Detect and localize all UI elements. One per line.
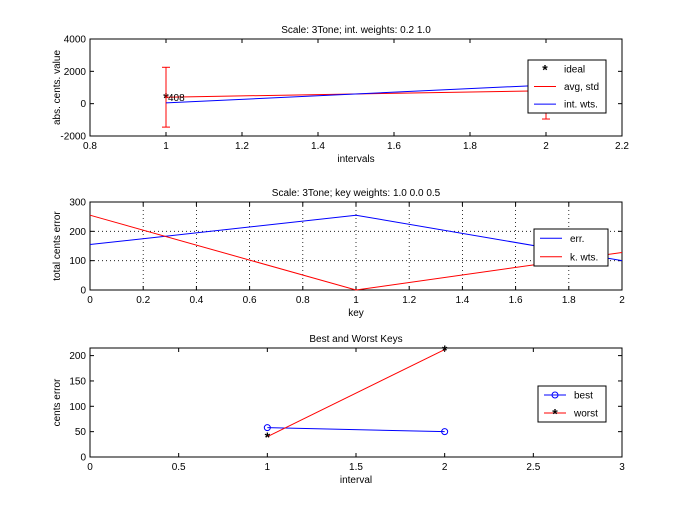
- legend-label: worst: [573, 409, 598, 420]
- x-tick-label: 1.4: [455, 295, 469, 306]
- legend-label: best: [574, 391, 593, 402]
- legend-item: err.: [540, 234, 584, 245]
- legend-item: avg, std: [534, 82, 599, 93]
- data-point: [263, 424, 271, 432]
- x-tick-label: 1.8: [463, 141, 477, 152]
- x-tick-label: 0.2: [136, 295, 150, 306]
- x-tick-label: 2: [543, 141, 549, 152]
- x-tick-label: 1.6: [509, 295, 523, 306]
- x-axis-label: interval: [340, 475, 372, 486]
- x-tick-label: 1: [163, 141, 169, 152]
- series-line: [89, 214, 623, 262]
- x-tick-label: 0.4: [189, 295, 203, 306]
- y-tick-label: -2000: [60, 132, 86, 143]
- data-point: *: [265, 429, 271, 445]
- series-worst: **: [265, 342, 448, 445]
- y-axis-label: cents error: [52, 378, 63, 426]
- data-point: [441, 428, 449, 436]
- legend-item: * ideal: [542, 61, 585, 77]
- x-tick-label: 1.2: [402, 295, 416, 306]
- chart-2: 0 0.2 0.4 0.6 0.8 1 1.2 1.4 1.6 1.8 2 0 100 200 300 Sca…: [52, 188, 625, 319]
- x-tick-label: 0.8: [83, 141, 97, 152]
- legend: best * worst: [537, 385, 607, 423]
- x-tick-label: 2: [442, 462, 448, 473]
- legend-marker: *: [552, 406, 558, 422]
- series-line: [165, 84, 547, 104]
- x-tick-label: 1.2: [235, 141, 249, 152]
- x-tick-label: 1.6: [387, 141, 401, 152]
- series-line: [89, 214, 623, 291]
- x-tick-label: 0: [87, 295, 93, 306]
- legend-box: [537, 385, 607, 423]
- series-int-wts-: [165, 84, 547, 104]
- x-tick-label: 0.6: [243, 295, 257, 306]
- legend-label: err.: [570, 234, 584, 245]
- x-tick-label: 1: [265, 462, 271, 473]
- y-tick-label: 0: [80, 99, 86, 110]
- x-tick-label: 0.5: [172, 462, 186, 473]
- x-tick-label: 1.8: [562, 295, 576, 306]
- legend-label: int. wts.: [564, 100, 598, 111]
- y-axis-label: total cents error: [52, 211, 63, 281]
- legend-item: best: [544, 391, 593, 402]
- chart-title: Scale: 3Tone; key weights: 1.0 0.0 0.5: [272, 188, 441, 199]
- legend: * ideal avg, std int. wts.: [527, 59, 607, 114]
- chart-title: Best and Worst Keys: [309, 334, 402, 345]
- y-tick-label: 150: [69, 376, 86, 387]
- chart-title: Scale: 3Tone; int. weights: 0.2 1.0: [281, 25, 431, 36]
- legend-label: avg, std: [564, 82, 599, 93]
- x-tick-label: 1.4: [311, 141, 325, 152]
- series-err-: [89, 214, 623, 262]
- y-tick-label: 4000: [64, 35, 87, 46]
- data-point: *: [442, 342, 448, 358]
- legend-label: ideal: [564, 64, 585, 75]
- y-tick-label: 50: [75, 427, 87, 438]
- chart-3: 0 0.5 1 1.5 2 2.5 3 0 50 100 150 200 Best and Worst …: [52, 334, 625, 486]
- x-tick-label: 2.5: [526, 462, 540, 473]
- x-tick-label: 2.2: [615, 141, 629, 152]
- x-tick-label: 1.5: [349, 462, 363, 473]
- legend-marker: *: [542, 61, 548, 77]
- y-tick-label: 2000: [64, 67, 87, 78]
- legend: err. k. wts.: [533, 228, 609, 267]
- series-k-wts-: [89, 214, 623, 291]
- y-tick-label: 0: [80, 453, 86, 464]
- chart-1: 0.8 1 1.2 1.4 1.6 1.8 2 2.2 -2000 0 2000 4000 Scale:…: [52, 25, 629, 165]
- x-tick-label: 2: [619, 295, 625, 306]
- legend-item: k. wts.: [540, 252, 598, 263]
- x-tick-label: 0.8: [296, 295, 310, 306]
- legend-item: * worst: [544, 406, 598, 422]
- series-line: [267, 427, 445, 433]
- legend-label: k. wts.: [570, 252, 598, 263]
- series-line: [267, 349, 445, 438]
- x-tick-label: 0: [87, 462, 93, 473]
- x-tick-label: 1: [353, 295, 359, 306]
- y-tick-label: 0: [80, 286, 86, 297]
- x-axis-label: key: [348, 308, 364, 319]
- point-annotation: 408: [168, 93, 185, 104]
- legend-marker: [551, 391, 559, 399]
- legend-item: int. wts.: [534, 100, 598, 111]
- y-axis-label: abs. cents. value: [52, 50, 63, 125]
- y-tick-label: 100: [69, 256, 86, 267]
- series-best: [263, 424, 449, 436]
- legend-box: [533, 228, 609, 267]
- plot-area: [89, 347, 623, 458]
- y-tick-label: 200: [69, 351, 86, 362]
- y-tick-label: 100: [69, 402, 86, 413]
- y-tick-label: 200: [69, 227, 86, 238]
- y-tick-label: 300: [69, 198, 86, 209]
- x-tick-label: 3: [619, 462, 625, 473]
- x-axis-label: intervals: [337, 154, 374, 165]
